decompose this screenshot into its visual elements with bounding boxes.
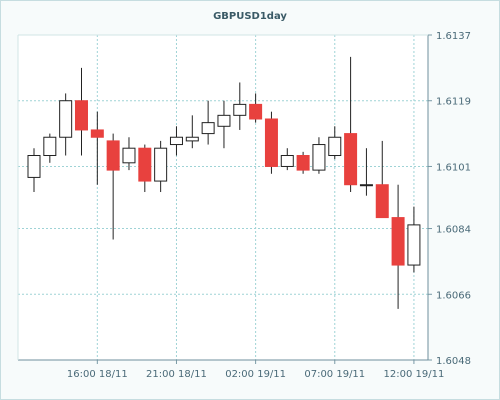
y-tick-label: 1.6119	[436, 97, 471, 108]
candle-body-down	[344, 133, 358, 186]
candle-body-up	[312, 144, 326, 171]
candle-body-down	[296, 155, 310, 171]
candle-body-down	[249, 103, 263, 120]
plot-area	[18, 35, 428, 360]
candle-body-up	[407, 224, 421, 266]
candle-body-up	[185, 136, 199, 142]
y-tick-label: 1.6084	[436, 225, 471, 236]
x-tick-label: 21:00 18/11	[146, 369, 207, 380]
candle-body-up	[328, 136, 342, 157]
chart-title: GBPUSD1day	[213, 11, 287, 22]
candle-body-down	[391, 217, 405, 266]
x-tick-label: 07:00 19/11	[304, 369, 365, 380]
x-tick-label: 02:00 19/11	[225, 369, 286, 380]
candle-body-down	[375, 184, 389, 219]
candle-body-up	[27, 155, 41, 178]
candle-body-down	[264, 118, 278, 167]
candle-body-down	[138, 147, 152, 182]
candle-body-up	[217, 114, 231, 127]
candle-body-up	[201, 122, 215, 135]
y-tick-label: 1.6101	[436, 162, 471, 173]
candle-body-up	[59, 100, 73, 138]
x-tick-label: 16:00 18/11	[67, 369, 128, 380]
x-tick-label: 12:00 19/11	[384, 369, 445, 380]
candle-body-down	[90, 129, 104, 138]
candle-body-up	[280, 155, 294, 167]
candle-body-up	[233, 103, 247, 116]
candle-body-down	[74, 100, 88, 131]
candle-body-up	[359, 184, 373, 187]
candle-body-up	[169, 136, 183, 146]
candle-body-up	[43, 136, 57, 157]
y-tick-label: 1.6066	[436, 290, 471, 301]
y-tick-label: 1.6048	[436, 356, 471, 367]
candle-body-up	[122, 147, 136, 164]
candle-body-up	[154, 147, 168, 182]
candle-body-down	[106, 140, 120, 171]
y-tick-label: 1.6137	[436, 31, 471, 42]
